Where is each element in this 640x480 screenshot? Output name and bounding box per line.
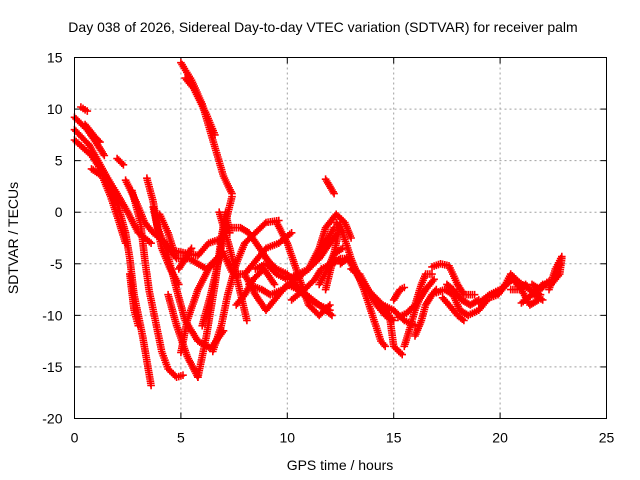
data-point-plus-marks bbox=[215, 208, 251, 325]
y-tick-label: -5 bbox=[50, 256, 63, 272]
data-point-plus-marks bbox=[272, 218, 334, 320]
y-tick-label: -10 bbox=[42, 307, 62, 323]
data-track bbox=[389, 283, 409, 304]
y-axis-label: SDTVAR / TECUs bbox=[5, 182, 21, 294]
data-point-plus-marks bbox=[113, 154, 128, 169]
data-point-plus-marks bbox=[149, 203, 183, 289]
data-track bbox=[443, 280, 483, 309]
y-tick-label: 0 bbox=[55, 204, 63, 220]
data-track bbox=[545, 252, 566, 294]
x-tick-label: 15 bbox=[386, 430, 402, 446]
chart-title: Day 038 of 2026, Sidereal Day-to-day VTE… bbox=[68, 19, 577, 35]
data-track bbox=[81, 120, 104, 146]
data-point-plus-marks bbox=[389, 283, 409, 304]
data-point-plus-marks bbox=[432, 285, 492, 320]
data-point-plus-marks bbox=[321, 175, 338, 198]
data-point-plus-marks bbox=[394, 270, 436, 322]
data-track bbox=[321, 175, 338, 198]
data-point-plus-marks bbox=[77, 103, 92, 115]
x-tick-label: 10 bbox=[280, 430, 296, 446]
y-tick-label: -15 bbox=[42, 359, 62, 375]
data-track bbox=[87, 165, 130, 247]
data-point-plus-marks bbox=[81, 120, 104, 146]
data-point-plus-marks bbox=[126, 270, 143, 330]
data-point-plus-marks bbox=[438, 294, 468, 325]
data-track bbox=[315, 244, 347, 289]
data-point-plus-marks bbox=[87, 165, 130, 247]
data-track bbox=[272, 218, 334, 320]
data-point-plus-marks bbox=[428, 260, 479, 299]
data-track bbox=[113, 154, 128, 169]
data-point-plus-marks bbox=[181, 74, 219, 139]
y-tick-label: -20 bbox=[42, 411, 62, 427]
x-tick-label: 0 bbox=[71, 430, 79, 446]
data-point-plus-marks bbox=[315, 244, 347, 289]
x-tick-label: 25 bbox=[599, 430, 615, 446]
data-point-plus-marks bbox=[128, 186, 187, 381]
data-track bbox=[175, 244, 196, 273]
y-tick-label: 5 bbox=[55, 153, 63, 169]
data-point-plus-marks bbox=[545, 252, 566, 294]
data-point-plus-marks bbox=[175, 244, 196, 273]
data-track bbox=[181, 74, 219, 139]
data-point-plus-marks bbox=[443, 280, 483, 309]
data-point-plus-marks bbox=[304, 210, 355, 273]
x-tick-label: 20 bbox=[492, 430, 508, 446]
data-points bbox=[70, 58, 566, 390]
x-axis-label: GPS time / hours bbox=[287, 457, 394, 473]
data-track bbox=[149, 203, 183, 289]
data-track bbox=[128, 186, 187, 381]
data-track bbox=[428, 260, 479, 299]
y-tick-label: 10 bbox=[47, 101, 63, 117]
y-tick-label: 15 bbox=[47, 50, 63, 66]
data-track bbox=[126, 270, 143, 330]
data-track bbox=[215, 208, 251, 325]
data-track bbox=[304, 210, 355, 273]
plot-frame bbox=[74, 57, 607, 419]
data-track bbox=[394, 270, 436, 322]
data-track bbox=[432, 285, 492, 320]
data-track bbox=[438, 294, 468, 325]
data-track bbox=[77, 103, 92, 115]
x-tick-label: 5 bbox=[177, 430, 185, 446]
